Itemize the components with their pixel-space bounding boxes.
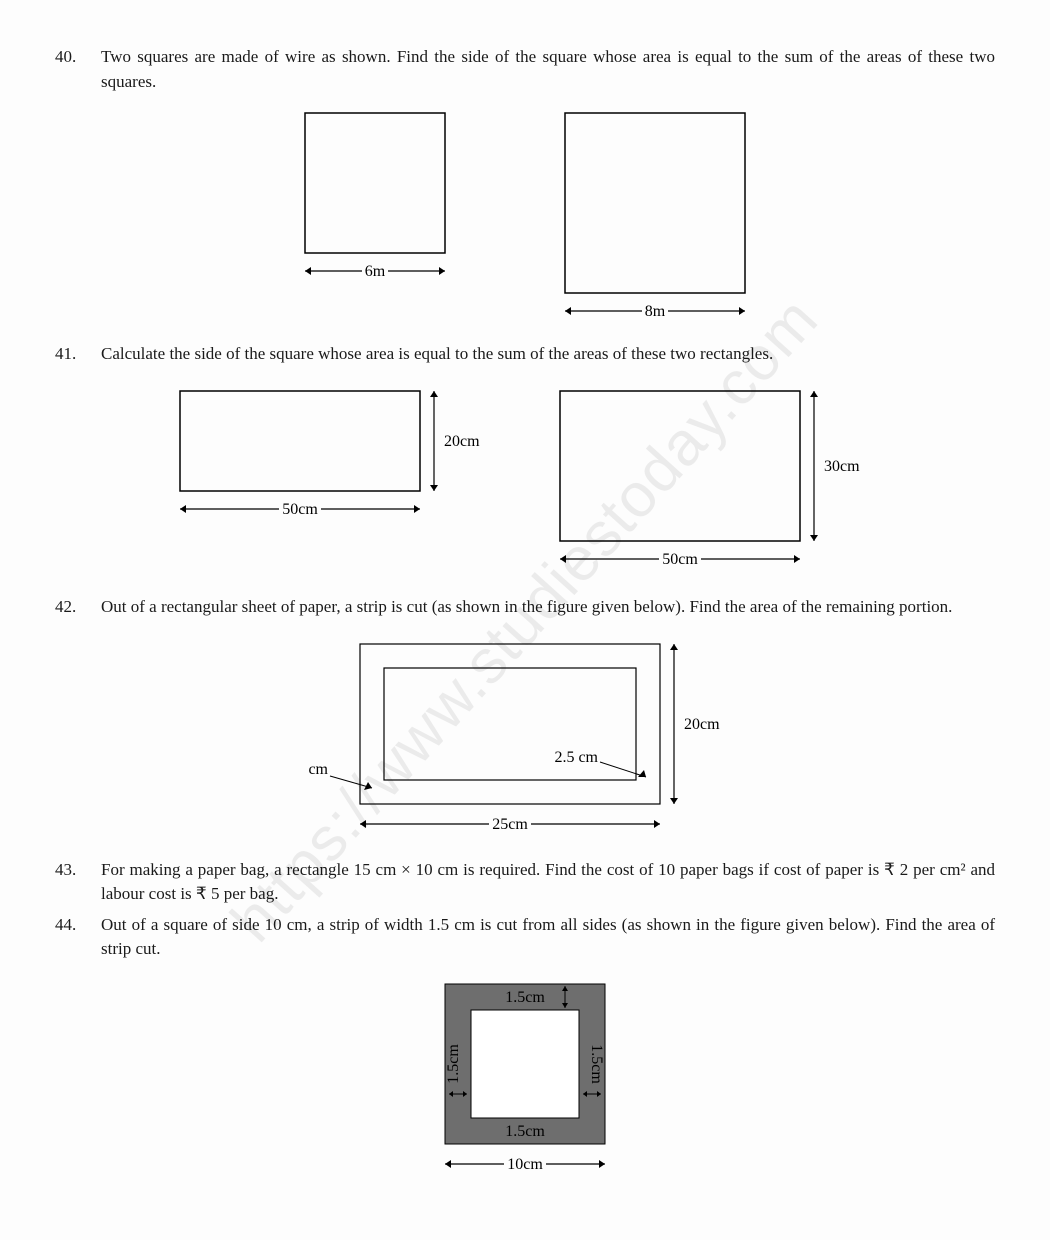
question-number: 40. xyxy=(55,45,101,94)
question-41: 41. Calculate the side of the square who… xyxy=(55,342,995,367)
question-number: 41. xyxy=(55,342,101,367)
question-text: Out of a rectangular sheet of paper, a s… xyxy=(101,595,995,620)
svg-text:50cm: 50cm xyxy=(282,501,318,518)
figure-44: 1.5cm 1.5cm 1.5cm 1.5cm 10cm xyxy=(55,976,995,1186)
svg-text:20cm: 20cm xyxy=(684,716,720,733)
svg-text:10cm: 10cm xyxy=(507,1156,543,1173)
svg-text:50cm: 50cm xyxy=(662,551,698,568)
question-number: 42. xyxy=(55,595,101,620)
question-text: For making a paper bag, a rectangle 15 c… xyxy=(101,858,995,907)
question-43: 43. For making a paper bag, a rectangle … xyxy=(55,858,995,907)
svg-text:1.5cm: 1.5cm xyxy=(588,1044,605,1084)
question-text: Out of a square of side 10 cm, a strip o… xyxy=(101,913,995,962)
question-number: 43. xyxy=(55,858,101,907)
svg-text:30cm: 30cm xyxy=(824,458,860,475)
question-44: 44. Out of a square of side 10 cm, a str… xyxy=(55,913,995,962)
svg-text:2.5 cm: 2.5 cm xyxy=(554,749,598,766)
svg-text:8m: 8m xyxy=(645,303,666,320)
svg-text:2.5 cm: 2.5 cm xyxy=(305,761,329,778)
svg-text:6m: 6m xyxy=(365,263,386,280)
question-text: Two squares are made of wire as shown. F… xyxy=(101,45,995,94)
figure-40: 6m 8m xyxy=(55,108,995,328)
svg-text:20cm: 20cm xyxy=(444,433,480,450)
figure-41: 20cm 50cm 30cm 50cm xyxy=(55,381,995,581)
svg-text:1.5cm: 1.5cm xyxy=(505,1123,545,1140)
question-42: 42. Out of a rectangular sheet of paper,… xyxy=(55,595,995,620)
svg-text:25cm: 25cm xyxy=(492,816,528,833)
figure-42: 20cm 25cm 2.5 cm 2.5 cm xyxy=(55,634,995,844)
question-text: Calculate the side of the square whose a… xyxy=(101,342,995,367)
question-number: 44. xyxy=(55,913,101,962)
question-40: 40. Two squares are made of wire as show… xyxy=(55,45,995,94)
svg-text:1.5cm: 1.5cm xyxy=(445,1044,462,1084)
svg-text:1.5cm: 1.5cm xyxy=(505,989,545,1006)
